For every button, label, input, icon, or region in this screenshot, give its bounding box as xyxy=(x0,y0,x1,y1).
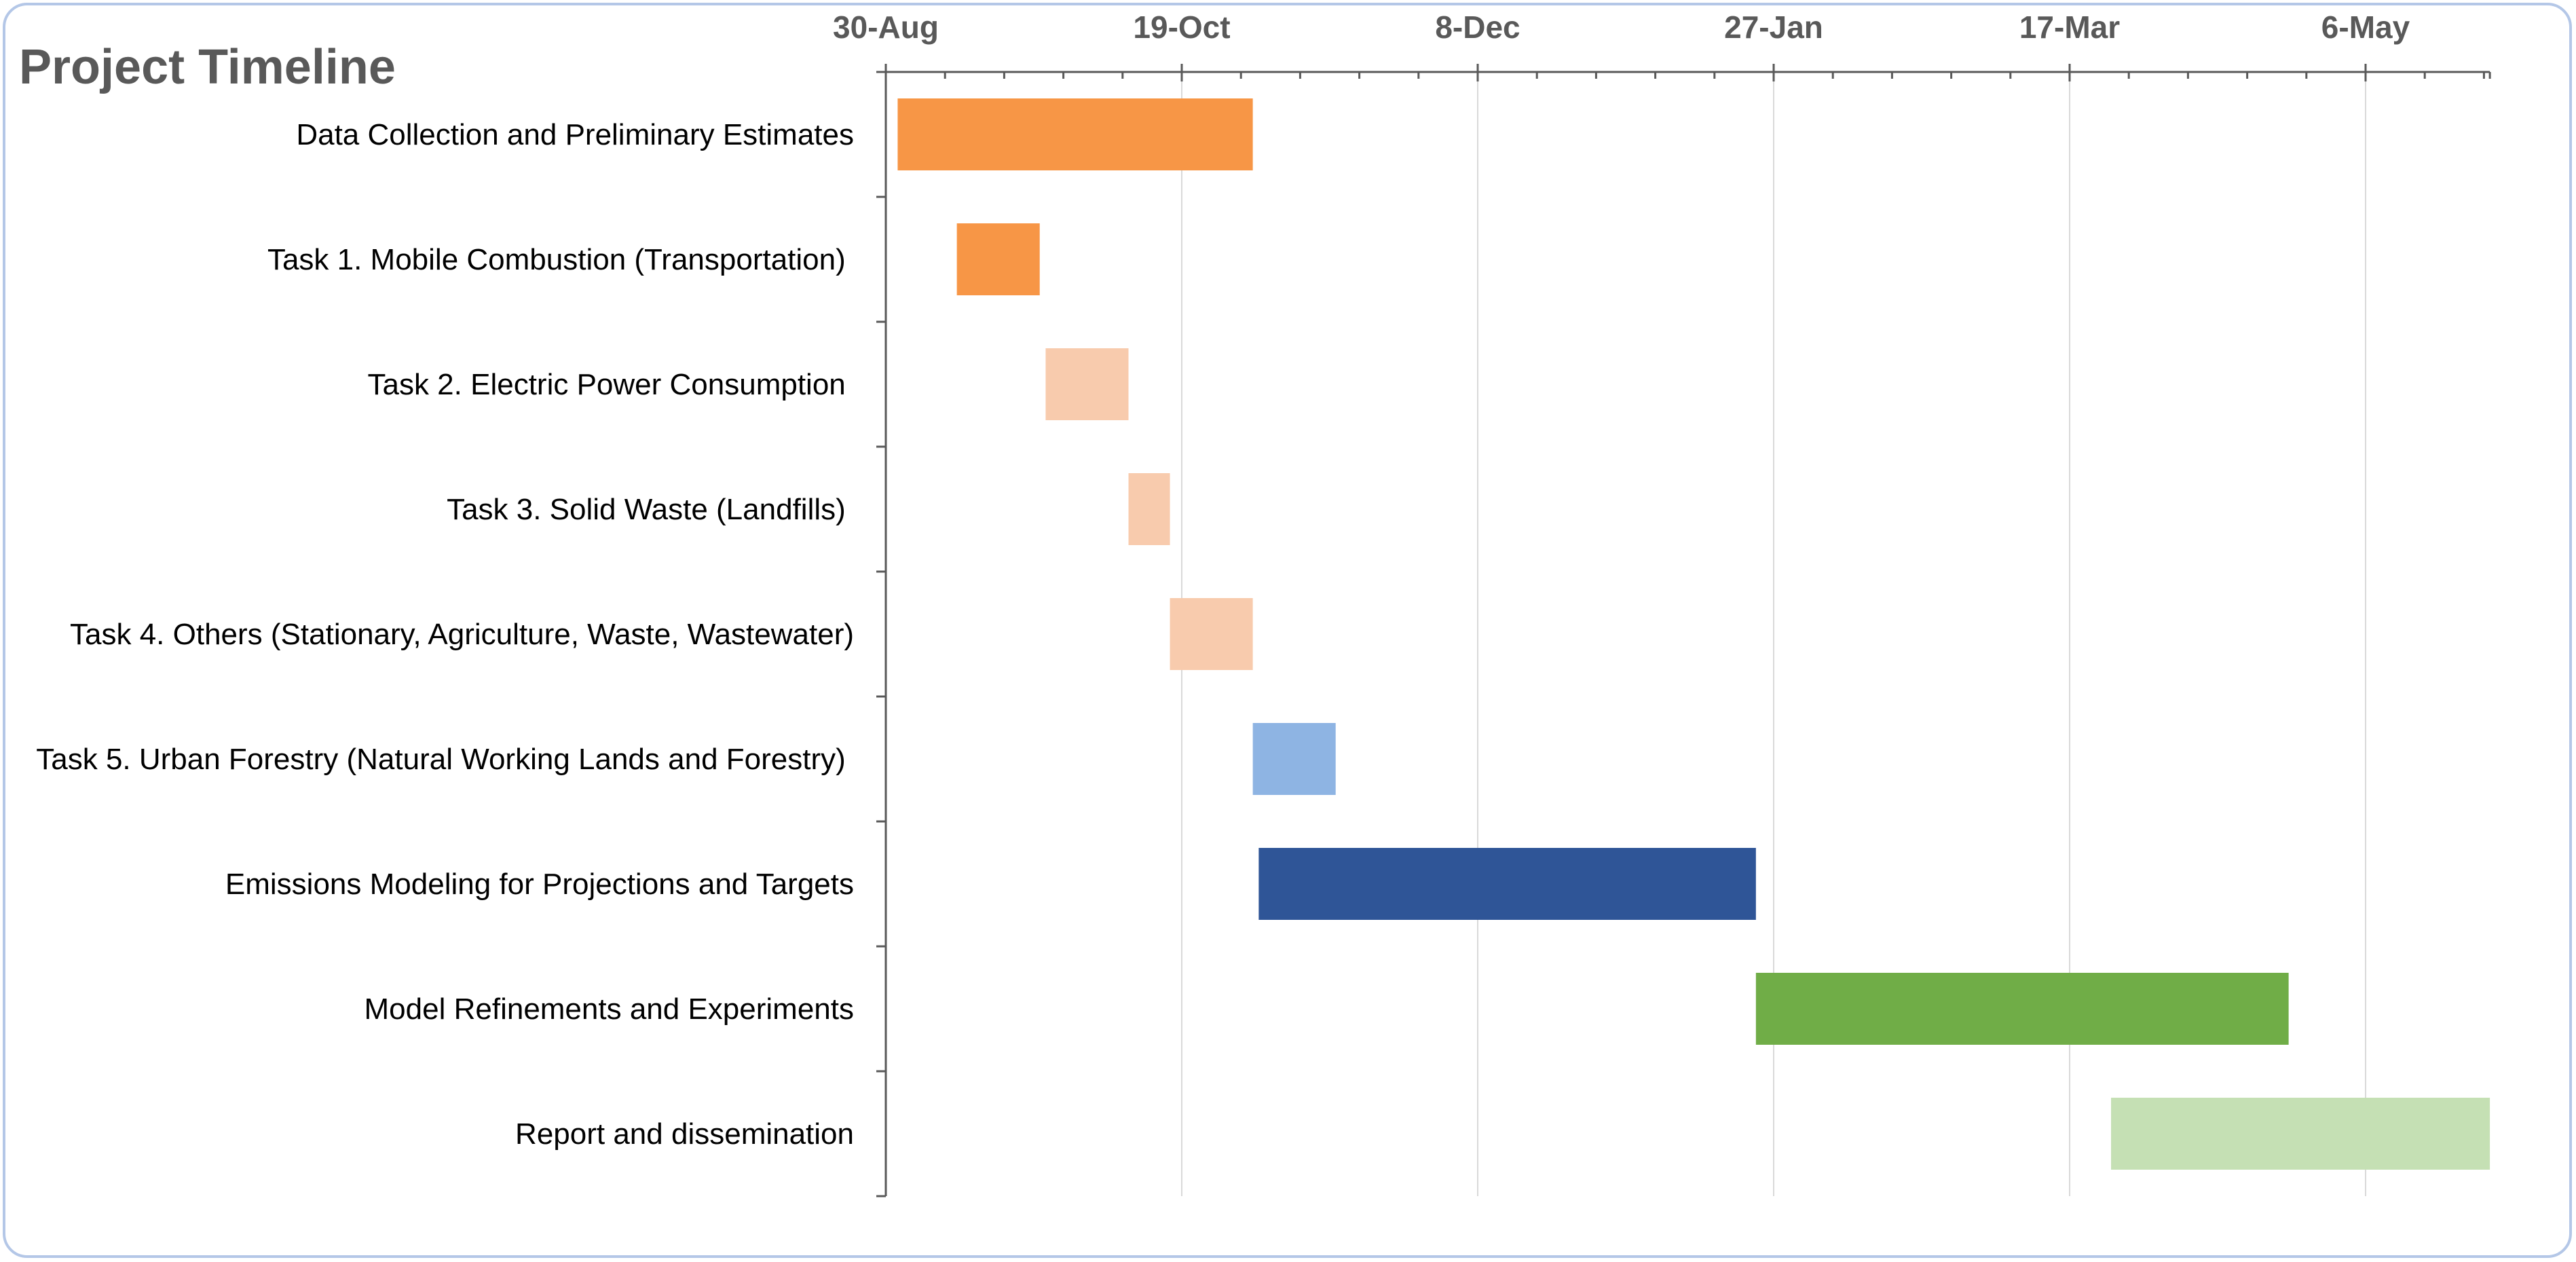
label-layer: Data Collection and Preliminary Estimate… xyxy=(36,118,854,1151)
x-tick-label: 17-Mar xyxy=(2019,10,2120,45)
axis-layer: 30-Aug 19-Oct 8-Dec 27-Jan 17-Mar 6-May xyxy=(833,10,2491,1198)
task-bar xyxy=(1170,598,1253,670)
task-bar xyxy=(1755,973,2289,1045)
task-label: Task 3. Solid Waste (Landfills) xyxy=(447,493,854,526)
task-label: Report and dissemination xyxy=(515,1117,854,1151)
x-tick-label: 19-Oct xyxy=(1133,10,1230,45)
task-label: Emissions Modeling for Projections and T… xyxy=(225,868,854,901)
task-label: Task 1. Mobile Combustion (Transportatio… xyxy=(267,243,854,276)
task-bar xyxy=(1252,723,1336,795)
task-label: Model Refinements and Experiments xyxy=(365,992,854,1026)
task-bar xyxy=(1128,473,1170,545)
x-tick-label: 6-May xyxy=(2321,10,2410,45)
task-label: Task 5. Urban Forestry (Natural Working … xyxy=(36,743,854,776)
task-label: Task 4. Others (Stationary, Agriculture,… xyxy=(70,618,854,651)
x-tick-label: 8-Dec xyxy=(1435,10,1520,45)
task-bar xyxy=(1045,348,1129,420)
task-bar xyxy=(2111,1098,2490,1170)
task-label: Data Collection and Preliminary Estimate… xyxy=(296,118,854,151)
grid-layer xyxy=(1181,72,2366,1196)
chart-title: Project Timeline xyxy=(19,40,396,94)
x-tick-label: 30-Aug xyxy=(833,10,939,45)
task-bar xyxy=(956,223,1040,295)
task-bar xyxy=(897,98,1253,170)
x-tick-label: 27-Jan xyxy=(1724,10,1823,45)
task-label: Task 2. Electric Power Consumption xyxy=(367,368,854,401)
chart-frame xyxy=(3,3,2572,1258)
bar-layer xyxy=(897,98,2490,1170)
task-bar xyxy=(1258,848,1756,920)
